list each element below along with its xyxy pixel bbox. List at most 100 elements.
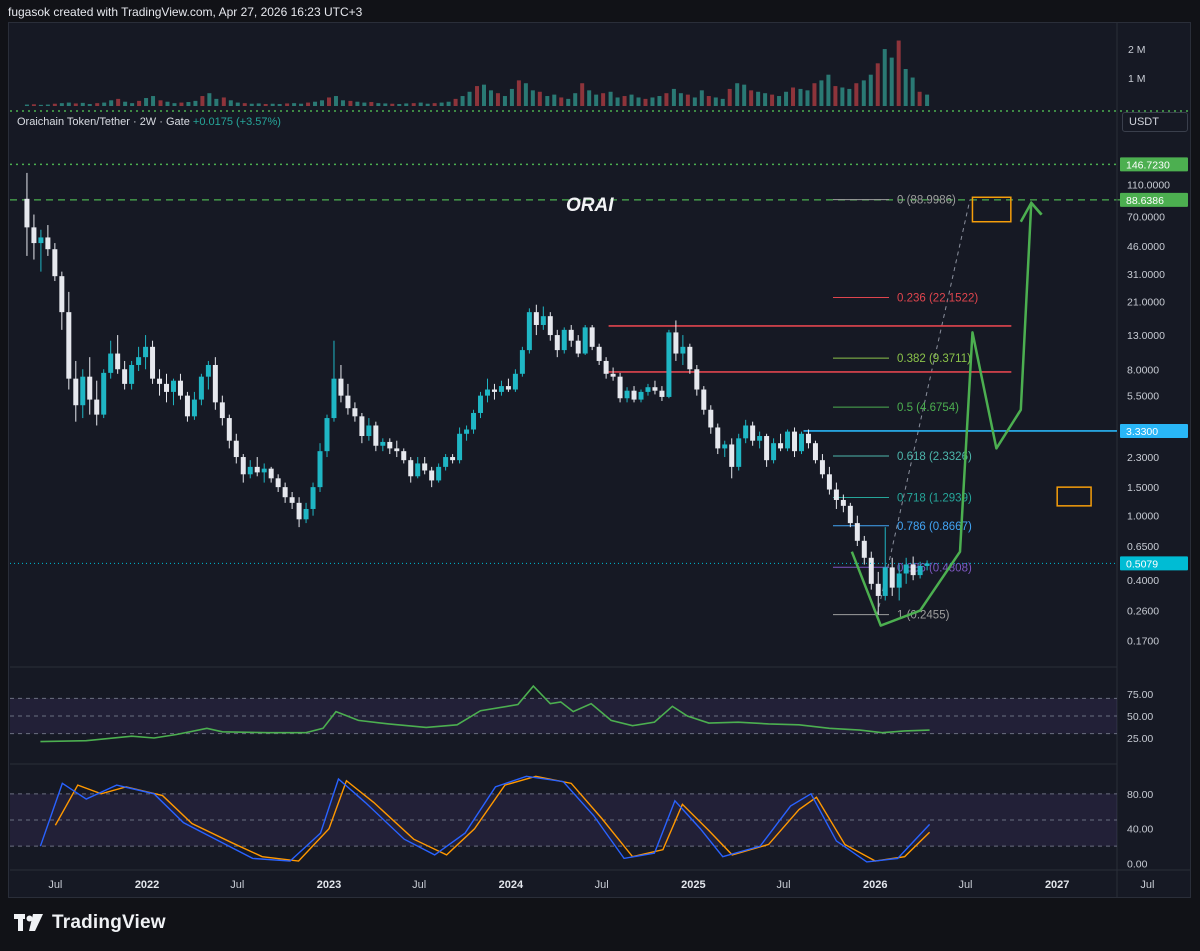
currency-label[interactable]: USDT	[1122, 112, 1188, 132]
chart-attribution: fugasok created with TradingView.com, Ap…	[8, 5, 363, 19]
fib-level-label: 0.618 (2.3326)	[897, 451, 972, 463]
volume-bar	[404, 103, 409, 106]
volume-bar	[545, 96, 550, 106]
price-tag-label: 3.3300	[1126, 426, 1158, 438]
price-tick-label: 110.0000	[1127, 180, 1170, 192]
price-tick-label: 21.0000	[1127, 296, 1165, 308]
candle-body	[233, 440, 239, 458]
volume-bar	[756, 91, 761, 106]
candle-body	[87, 376, 93, 400]
volume-bar	[95, 103, 100, 106]
price-tag-bg	[1120, 556, 1188, 571]
volume-bar	[59, 103, 64, 106]
volume-bar	[165, 101, 170, 106]
candle-body	[819, 460, 825, 475]
candle-body	[177, 380, 183, 396]
volume-bar	[692, 97, 697, 106]
volume-bar	[313, 101, 318, 106]
candle-body	[108, 353, 114, 373]
volume-bar	[713, 97, 718, 106]
volume-bar	[587, 90, 592, 106]
volume-bar	[263, 104, 268, 106]
volume-bar	[482, 84, 487, 106]
candle-body	[764, 436, 770, 461]
candle-body	[924, 563, 930, 566]
candle-body	[533, 312, 539, 325]
candle-body	[275, 478, 281, 488]
candle-body	[526, 312, 532, 351]
candle-body	[547, 316, 553, 336]
rsi-tick-label: 75.00	[1127, 689, 1153, 701]
volume-bar	[798, 88, 803, 106]
candle-body	[896, 573, 902, 588]
candle-body	[666, 332, 672, 397]
candle-body	[659, 390, 665, 397]
fib-level-label: 0.718 (1.2939)	[897, 493, 972, 505]
candle-body	[484, 389, 490, 396]
volume-bar	[749, 90, 754, 106]
candle-body	[303, 508, 309, 520]
volume-bar	[791, 87, 796, 106]
volume-bar	[292, 103, 297, 106]
volume-bar	[66, 102, 71, 106]
price-tag: 146.7230	[1120, 157, 1188, 172]
volume-bar	[580, 83, 585, 106]
target-box	[1056, 486, 1092, 507]
candle-body	[338, 378, 344, 396]
volume-bar	[45, 104, 50, 106]
candle-body	[352, 408, 358, 417]
volume-bar	[784, 91, 789, 106]
time-tick-label: Jul	[958, 879, 972, 891]
candle-body	[198, 376, 204, 400]
volume-bar	[671, 88, 676, 106]
candle-body	[715, 427, 721, 449]
volume-bar	[390, 103, 395, 106]
candle-body	[289, 497, 295, 503]
candle-body	[729, 444, 735, 467]
candle-body	[129, 364, 135, 384]
fib-level-label: 0.236 (22.1522)	[897, 293, 978, 305]
time-tick-label: Jul	[777, 879, 791, 891]
candle-body	[296, 502, 302, 520]
volume-bar	[151, 96, 156, 106]
symbol-name: Oraichain Token/Tether · 2W · Gate	[17, 116, 190, 128]
volume-bar	[362, 102, 367, 106]
candle-body	[268, 468, 274, 479]
candle-body	[422, 463, 428, 471]
volume-bar	[102, 102, 107, 106]
candle-body	[875, 583, 881, 596]
volume-bar	[826, 74, 831, 106]
candle-body	[345, 395, 351, 409]
volume-bar	[685, 94, 690, 106]
symbol-change: +0.0175 (+3.57%)	[192, 116, 281, 128]
volume-bar	[172, 103, 177, 106]
volume-bar	[186, 102, 191, 106]
volume-bar	[411, 103, 416, 106]
volume-bar	[453, 98, 458, 106]
volume-bar	[326, 97, 331, 106]
volume-bar	[742, 84, 747, 106]
fib-level-label: 0.886 (0.4808)	[897, 562, 972, 574]
volume-bar	[144, 98, 149, 106]
volume-bar	[249, 103, 254, 106]
candle-body	[464, 429, 470, 434]
price-tick-label: 0.6500	[1127, 541, 1159, 553]
footer-brand[interactable]: TradingView	[14, 912, 166, 934]
volume-bar	[460, 96, 465, 106]
candle-body	[645, 387, 651, 392]
candle-body	[568, 329, 574, 341]
volume-bar	[601, 93, 606, 106]
candle-body	[519, 350, 525, 374]
volume-bar	[608, 91, 613, 106]
volume-bar	[116, 98, 121, 106]
candle-body	[122, 369, 128, 384]
candle-body	[694, 369, 700, 390]
candle-body	[247, 466, 253, 475]
volume-bar	[306, 102, 311, 106]
price-tag: 0.5079	[1120, 556, 1188, 571]
candle-body	[66, 312, 72, 379]
candle-body	[491, 389, 497, 392]
chart-frame[interactable]	[8, 22, 1191, 898]
price-tag: 88.6386	[1120, 192, 1188, 207]
